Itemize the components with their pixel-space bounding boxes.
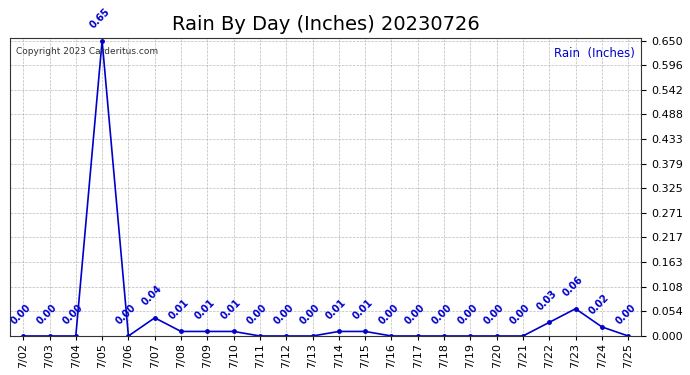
Text: 0.01: 0.01 [324,297,348,321]
Text: 0.00: 0.00 [35,302,59,326]
Text: 0.04: 0.04 [140,284,164,308]
Text: Rain  (Inches): Rain (Inches) [554,47,635,60]
Text: 0.00: 0.00 [403,302,427,326]
Text: 0.00: 0.00 [272,302,295,326]
Text: 0.01: 0.01 [219,297,243,321]
Text: 0.65: 0.65 [88,7,112,31]
Text: 0.00: 0.00 [482,302,506,326]
Title: Rain By Day (Inches) 20230726: Rain By Day (Inches) 20230726 [172,15,480,34]
Text: Copyright 2023 Carderitus.com: Copyright 2023 Carderitus.com [17,47,159,56]
Text: 0.01: 0.01 [351,297,375,321]
Text: 0.00: 0.00 [455,302,480,326]
Text: 0.00: 0.00 [377,302,401,326]
Text: 0.02: 0.02 [587,293,611,317]
Text: 0.00: 0.00 [114,302,138,326]
Text: 0.00: 0.00 [298,302,322,326]
Text: 0.01: 0.01 [193,297,217,321]
Text: 0.00: 0.00 [509,302,533,326]
Text: 0.06: 0.06 [561,275,585,299]
Text: 0.00: 0.00 [61,302,85,326]
Text: 0.00: 0.00 [429,302,453,326]
Text: 0.00: 0.00 [8,302,32,326]
Text: 0.00: 0.00 [613,302,638,326]
Text: 0.03: 0.03 [535,288,559,312]
Text: 0.00: 0.00 [245,302,269,326]
Text: 0.01: 0.01 [166,297,190,321]
